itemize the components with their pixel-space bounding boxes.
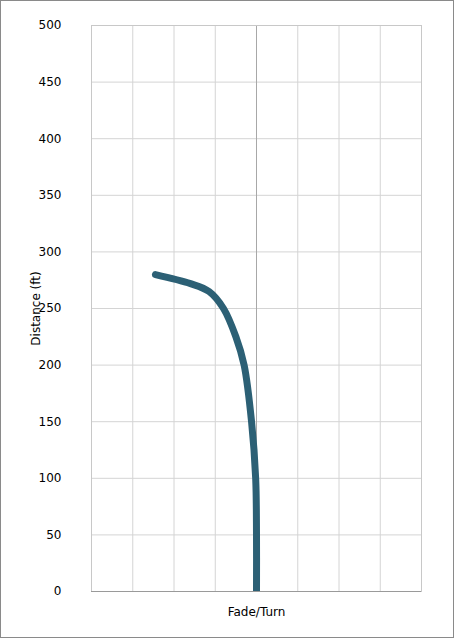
svg-text:450: 450 [39,75,62,89]
svg-text:350: 350 [39,188,62,202]
svg-text:Fade/Turn: Fade/Turn [228,605,286,619]
svg-text:400: 400 [39,132,62,146]
svg-text:50: 50 [46,528,61,542]
svg-text:250: 250 [38,301,62,316]
svg-text:Distance (ft): Distance (ft) [29,271,43,345]
svg-text:300: 300 [39,245,62,259]
svg-text:100: 100 [39,471,62,485]
svg-text:500: 500 [39,18,62,32]
svg-text:150: 150 [39,415,62,429]
svg-text:0: 0 [54,584,62,598]
svg-text:200: 200 [39,358,62,372]
